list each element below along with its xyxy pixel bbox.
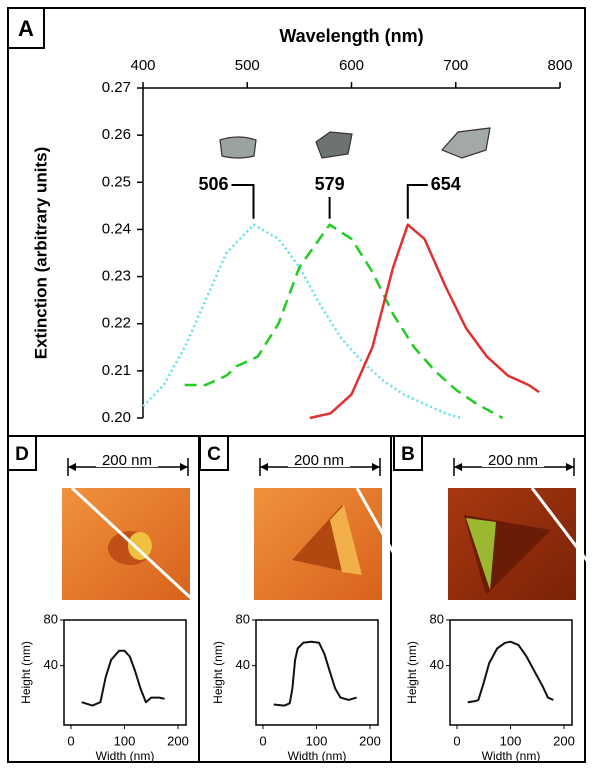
plot-frame [449, 619, 573, 726]
x-tick-label: 200 [553, 733, 575, 748]
x-tick-label: 200 [359, 733, 381, 748]
afm-particle [292, 505, 362, 575]
panel-label-box [199, 435, 229, 471]
x-tick-label: 700 [443, 57, 468, 74]
y-axis-title: Extinction (arbitrary units) [31, 147, 50, 360]
annotation: 579 [315, 174, 345, 194]
annotation: 506 [198, 174, 228, 194]
y-tick-label: 0.25 [102, 173, 131, 190]
series-line [309, 223, 540, 420]
x-tick-label: 0 [67, 733, 74, 748]
x-tick-label: 100 [114, 733, 136, 748]
series-line [184, 223, 504, 420]
x-tick-label: 100 [500, 733, 522, 748]
panel-label-box [7, 7, 45, 49]
profile-chart: D 200 nm Width (nm) Height (nm) 0 100 200 40 80 [7, 435, 195, 763]
cut-line [355, 487, 422, 601]
y-tick-label: 40 [430, 657, 444, 672]
plot-frame [255, 619, 379, 726]
particle-shape [466, 518, 496, 590]
cut-line [70, 486, 195, 602]
series-line [81, 649, 165, 707]
panel-label: D [15, 444, 29, 465]
disk-icon [219, 136, 257, 159]
y-tick-label: 0.20 [102, 409, 131, 426]
x-tick-label: 800 [547, 57, 572, 74]
series-line [273, 640, 357, 707]
annotation-leader [406, 184, 428, 219]
x-axis-title: Width (nm) [288, 749, 347, 763]
y-tick-label: 80 [430, 611, 444, 626]
particle-shape [330, 505, 362, 575]
x-tick-label: 500 [235, 57, 260, 74]
y-tick-label: 40 [236, 657, 250, 672]
triangle-icon [440, 127, 491, 159]
y-tick-label: 0.24 [102, 220, 131, 237]
annotation: 654 [431, 174, 461, 194]
scale-label: 200 nm [102, 452, 152, 469]
y-tick-label: 80 [236, 611, 250, 626]
plot-frame [63, 619, 187, 726]
y-tick-label: 40 [44, 657, 58, 672]
series-line [142, 223, 462, 420]
scale-label-bg [288, 453, 350, 467]
x-axis-title: Width (nm) [96, 749, 155, 763]
cut-line [530, 487, 593, 571]
y-tick-label: 0.21 [102, 362, 131, 379]
panel-label-box [7, 435, 37, 471]
scale-label: 200 nm [488, 452, 538, 469]
y-axis-title: Height (nm) [405, 641, 419, 704]
y-tick-label: 0.23 [102, 268, 131, 285]
annotation-leader [231, 184, 255, 219]
series-line [467, 640, 554, 704]
panel-label: C [207, 444, 221, 465]
scale-label-bg [482, 453, 544, 467]
profile-chart: C 200 nm Width (nm) Height (nm) 0 100 200 40 80 [199, 435, 422, 763]
panel-label-box [393, 435, 423, 471]
x-tick-label: 100 [306, 733, 328, 748]
x-axis-title: Width (nm) [482, 749, 541, 763]
main-chart: A Wavelength (nm) Extinction (arbitrary un… [7, 7, 573, 426]
scale-label: 200 nm [294, 452, 344, 469]
y-tick-label: 0.26 [102, 126, 131, 143]
x-tick-label: 200 [167, 733, 189, 748]
panel-label: B [401, 444, 415, 465]
figure-frame [7, 7, 586, 763]
particle-shape [128, 532, 152, 560]
scale-label-bg [96, 453, 158, 467]
afm-particle [108, 531, 152, 565]
nanoparticle-icons [219, 127, 491, 159]
panel-label: A [18, 16, 34, 41]
y-axis-title: Height (nm) [211, 641, 225, 704]
x-tick-label: 0 [259, 733, 266, 748]
x-tick-label: 0 [453, 733, 460, 748]
y-tick-label: 0.22 [102, 315, 131, 332]
profile-chart: B 200 nm Width (nm) Height (nm) 0 100 200 40 80 [393, 435, 593, 763]
y-tick-label: 80 [44, 611, 58, 626]
x-tick-label: 600 [339, 57, 364, 74]
prism-icon [315, 131, 353, 159]
x-axis-title: Wavelength (nm) [279, 26, 423, 46]
x-tick-label: 400 [130, 57, 155, 74]
afm-particle [464, 515, 551, 595]
y-tick-label: 0.27 [102, 79, 131, 96]
y-axis-title: Height (nm) [19, 641, 33, 704]
